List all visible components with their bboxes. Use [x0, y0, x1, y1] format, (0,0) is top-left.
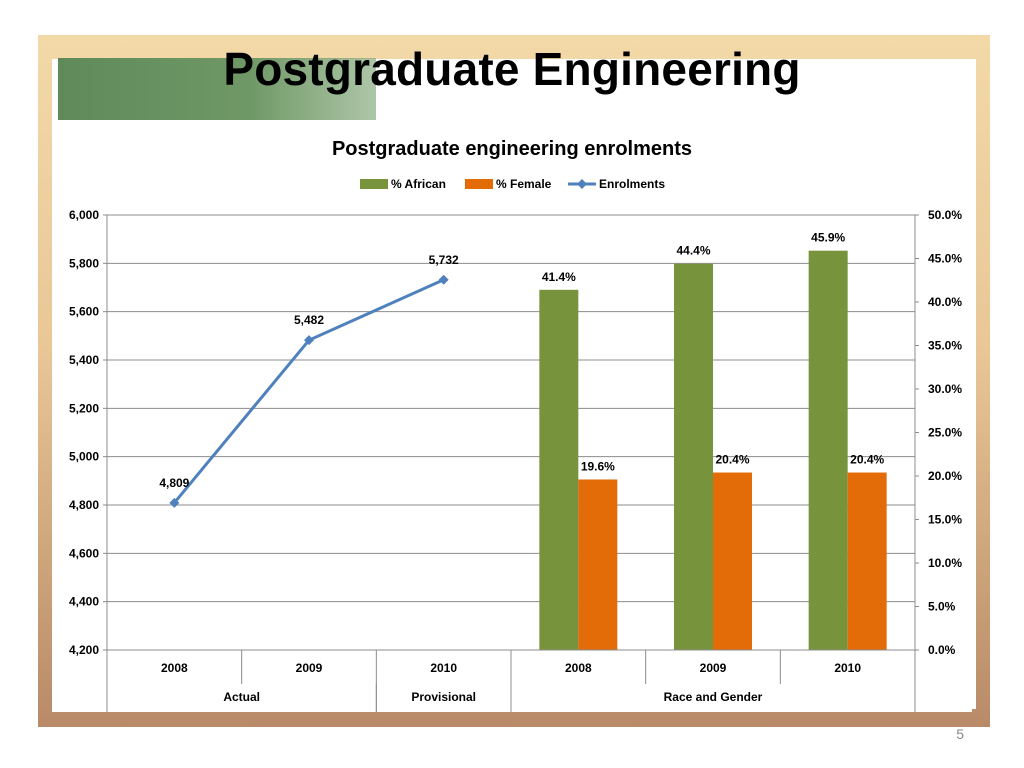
chart-gridlines: [107, 214, 915, 651]
legend-marker: [577, 179, 587, 189]
chart-line: [169, 274, 449, 508]
legend-swatch: [465, 179, 493, 189]
bar: [578, 479, 618, 650]
bar-data-label: 41.4%: [542, 270, 576, 284]
bar: [674, 263, 713, 650]
x-axis-tick-label: 2008: [565, 661, 592, 675]
left-axis-tick-label: 5,400: [69, 353, 99, 367]
chart-x-axis: 2008 2009 2010 2008 2009 2010 Actual Provisiona…: [106, 649, 916, 712]
left-axis-tick-label: 4,200: [69, 643, 99, 657]
bar: [713, 472, 752, 650]
line-data-label: 5,482: [294, 313, 324, 327]
bar-data-label: 45.9%: [811, 231, 845, 245]
combo-chart: Postgraduate engineering enrolments % Af…: [69, 138, 962, 712]
x-axis-tick-label: 2009: [296, 661, 323, 675]
line-data-label: 4,809: [159, 476, 189, 490]
right-axis-tick-label: 25.0%: [928, 426, 962, 440]
bar-data-label: 20.4%: [850, 453, 884, 467]
chart-title: Postgraduate engineering enrolments: [332, 138, 692, 160]
x-axis-group-label: Actual: [223, 690, 260, 704]
left-axis-tick-label: 4,600: [69, 546, 99, 560]
chart-legend: % African % Female Enrolments: [360, 177, 665, 191]
line-point: [438, 274, 449, 285]
chart-axes: 4,200 4,400 4,600 4,800 5,000 5,200 5,400 5,600…: [69, 208, 962, 657]
bar: [808, 250, 848, 651]
right-axis-tick-label: 20.0%: [928, 469, 962, 483]
slide-title: Postgraduate Engineering: [223, 43, 801, 95]
right-axis-tick-label: 35.0%: [928, 339, 962, 353]
x-axis-tick-label: 2010: [834, 661, 861, 675]
right-axis-tick-label: 45.0%: [928, 252, 962, 266]
line-point: [169, 497, 180, 508]
legend-entry: % African: [391, 177, 446, 191]
left-axis-tick-label: 5,600: [69, 305, 99, 319]
chart-bars: [539, 250, 887, 651]
chart-data-labels: 41.4% 44.4% 45.9% 19.6% 20.4% 20.4% 4,809 5,482…: [159, 231, 884, 490]
left-axis-tick-label: 5,000: [69, 450, 99, 464]
x-axis-group-label: Race and Gender: [664, 690, 763, 704]
page-number: 5: [956, 726, 964, 742]
left-axis-tick-label: 5,800: [69, 256, 99, 270]
left-axis-tick-label: 4,800: [69, 498, 99, 512]
x-axis-tick-label: 2010: [430, 661, 457, 675]
right-axis-tick-label: 30.0%: [928, 382, 962, 396]
legend-swatch: [360, 179, 388, 189]
right-axis-tick-label: 0.0%: [928, 643, 956, 657]
line-point: [304, 335, 314, 346]
bar-data-label: 20.4%: [715, 453, 749, 467]
left-axis-tick-label: 6,000: [69, 208, 99, 222]
left-axis-tick-label: 5,200: [69, 401, 99, 415]
x-axis-tick-label: 2008: [161, 661, 188, 675]
legend-entry: % Female: [496, 177, 552, 191]
line-data-label: 5,732: [429, 253, 459, 267]
bar-data-label: 19.6%: [581, 459, 615, 473]
right-axis-tick-label: 5.0%: [928, 600, 956, 614]
right-axis-tick-label: 15.0%: [928, 513, 962, 527]
right-axis-tick-label: 40.0%: [928, 295, 962, 309]
right-axis-tick-label: 50.0%: [928, 208, 962, 222]
chart-area: Postgraduate engineering enrolments % Af…: [52, 120, 972, 712]
left-axis-tick-label: 4,400: [69, 595, 99, 609]
right-axis-tick-label: 10.0%: [928, 556, 962, 570]
title-band-decoration: [58, 58, 376, 120]
x-axis-tick-label: 2009: [700, 661, 727, 675]
x-axis-group-label: Provisional: [411, 690, 476, 704]
bar-data-label: 44.4%: [676, 244, 710, 258]
bar: [847, 472, 887, 650]
legend-entry: Enrolments: [599, 177, 665, 191]
bar: [539, 289, 579, 650]
